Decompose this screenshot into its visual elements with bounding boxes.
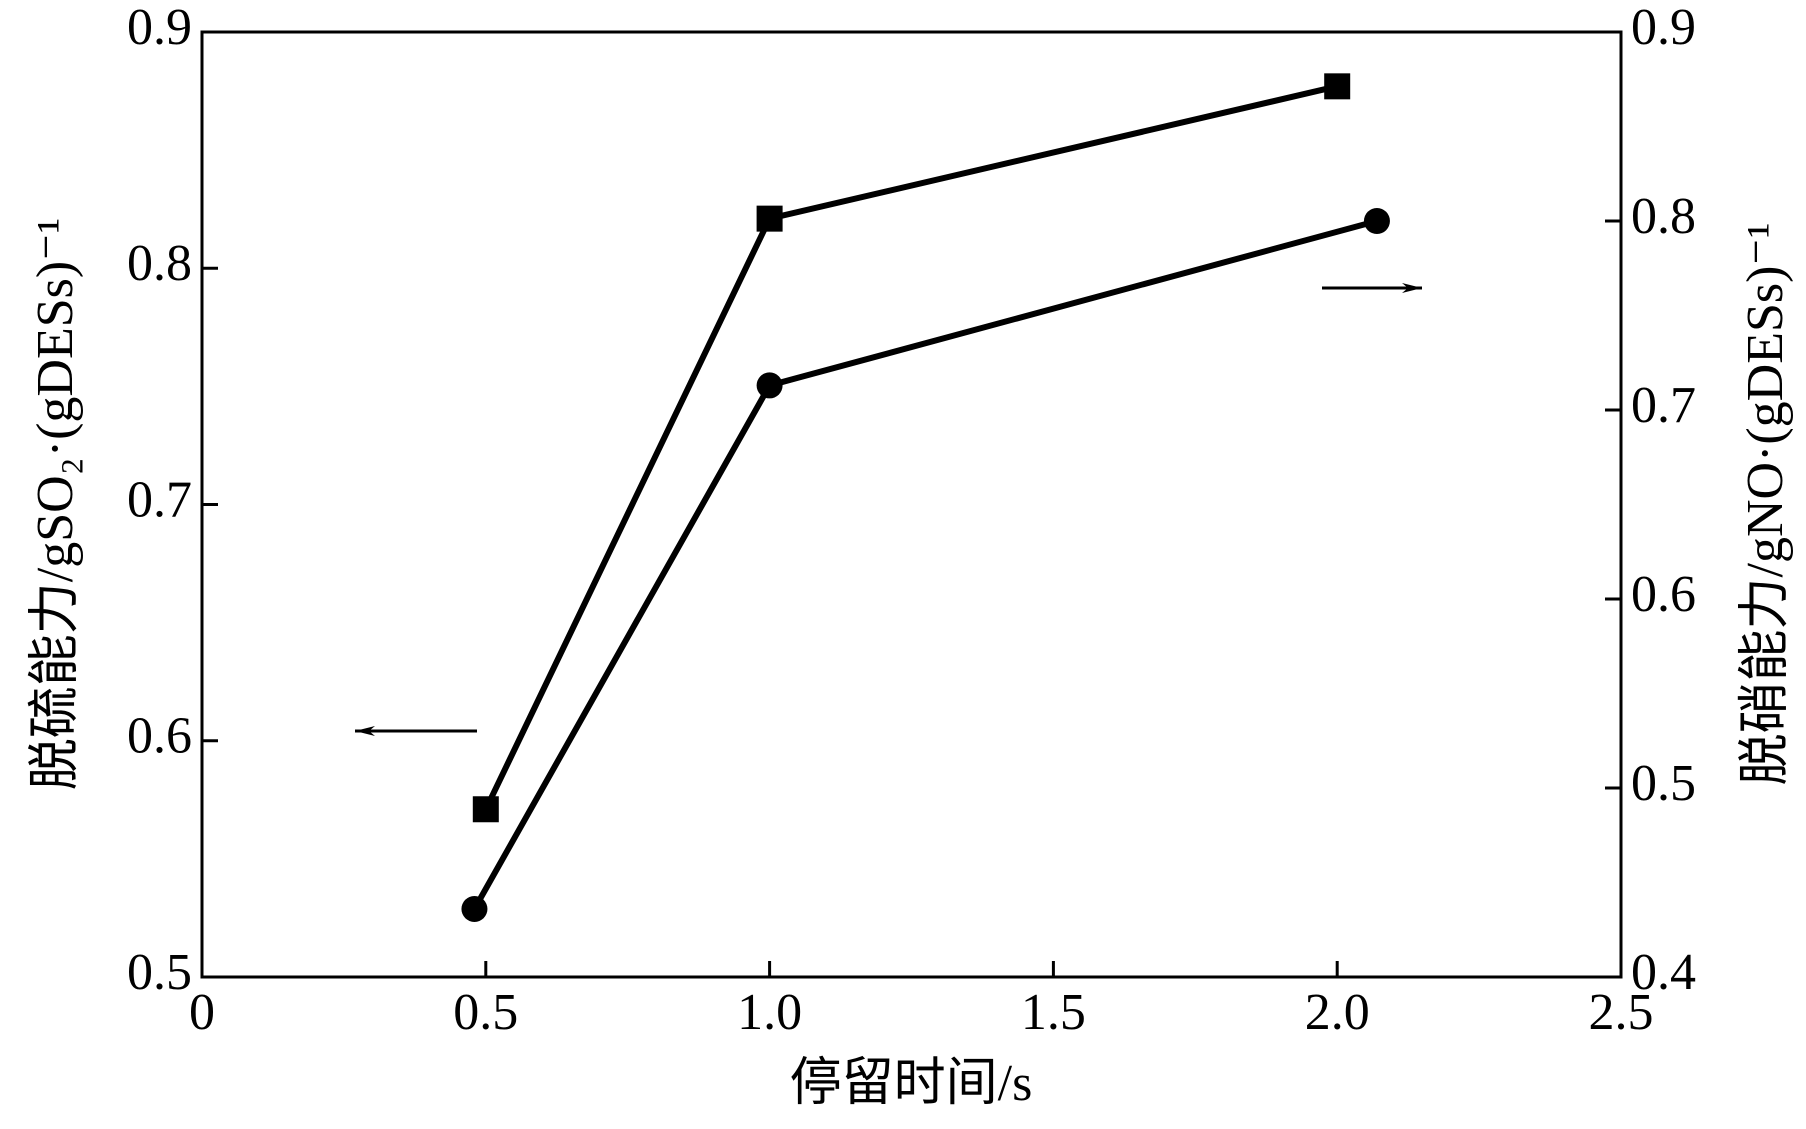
y2-tick-label: 0.4 xyxy=(1631,944,1696,1001)
x-tick-label: 2.5 xyxy=(1589,984,1654,1041)
square-marker xyxy=(472,796,499,823)
y-tick-label: 0.8 xyxy=(127,235,192,292)
square-marker xyxy=(1324,73,1351,100)
x-tick-label: 2.0 xyxy=(1305,984,1370,1041)
series-line xyxy=(483,83,1338,811)
y-tick-label: 0.5 xyxy=(127,944,192,1001)
plot-frame xyxy=(200,30,1623,979)
y2-tick-label: 0.6 xyxy=(1631,566,1696,623)
y2-tick-label: 0.9 xyxy=(1631,0,1696,56)
x-axis-label: 停留时间/s xyxy=(790,1055,1033,1112)
square-marker xyxy=(756,205,783,232)
circle-marker xyxy=(1363,208,1390,234)
series-line xyxy=(471,218,1378,911)
x-tick-label: 0 xyxy=(189,984,215,1041)
y2-axis-label: 脱硝能力/gNO·(gDESs)⁻¹ xyxy=(1737,222,1794,785)
y-tick-label: 0.6 xyxy=(127,708,192,765)
x-tick-label: 1.5 xyxy=(1021,984,1086,1041)
y2-tick-label: 0.7 xyxy=(1631,377,1696,434)
circle-marker xyxy=(461,895,488,922)
y2-tick-label: 0.5 xyxy=(1631,755,1696,812)
y2-tick-label: 0.8 xyxy=(1631,188,1696,245)
circle-marker xyxy=(756,372,783,399)
x-tick-label: 1.0 xyxy=(737,984,802,1041)
y-tick-label: 0.9 xyxy=(127,0,192,56)
y-tick-label: 0.7 xyxy=(127,471,192,528)
y-axis-label: 脱硫能力/gSO₂·(gDESs)⁻¹ xyxy=(27,218,84,791)
x-tick-label: 0.5 xyxy=(453,984,518,1041)
